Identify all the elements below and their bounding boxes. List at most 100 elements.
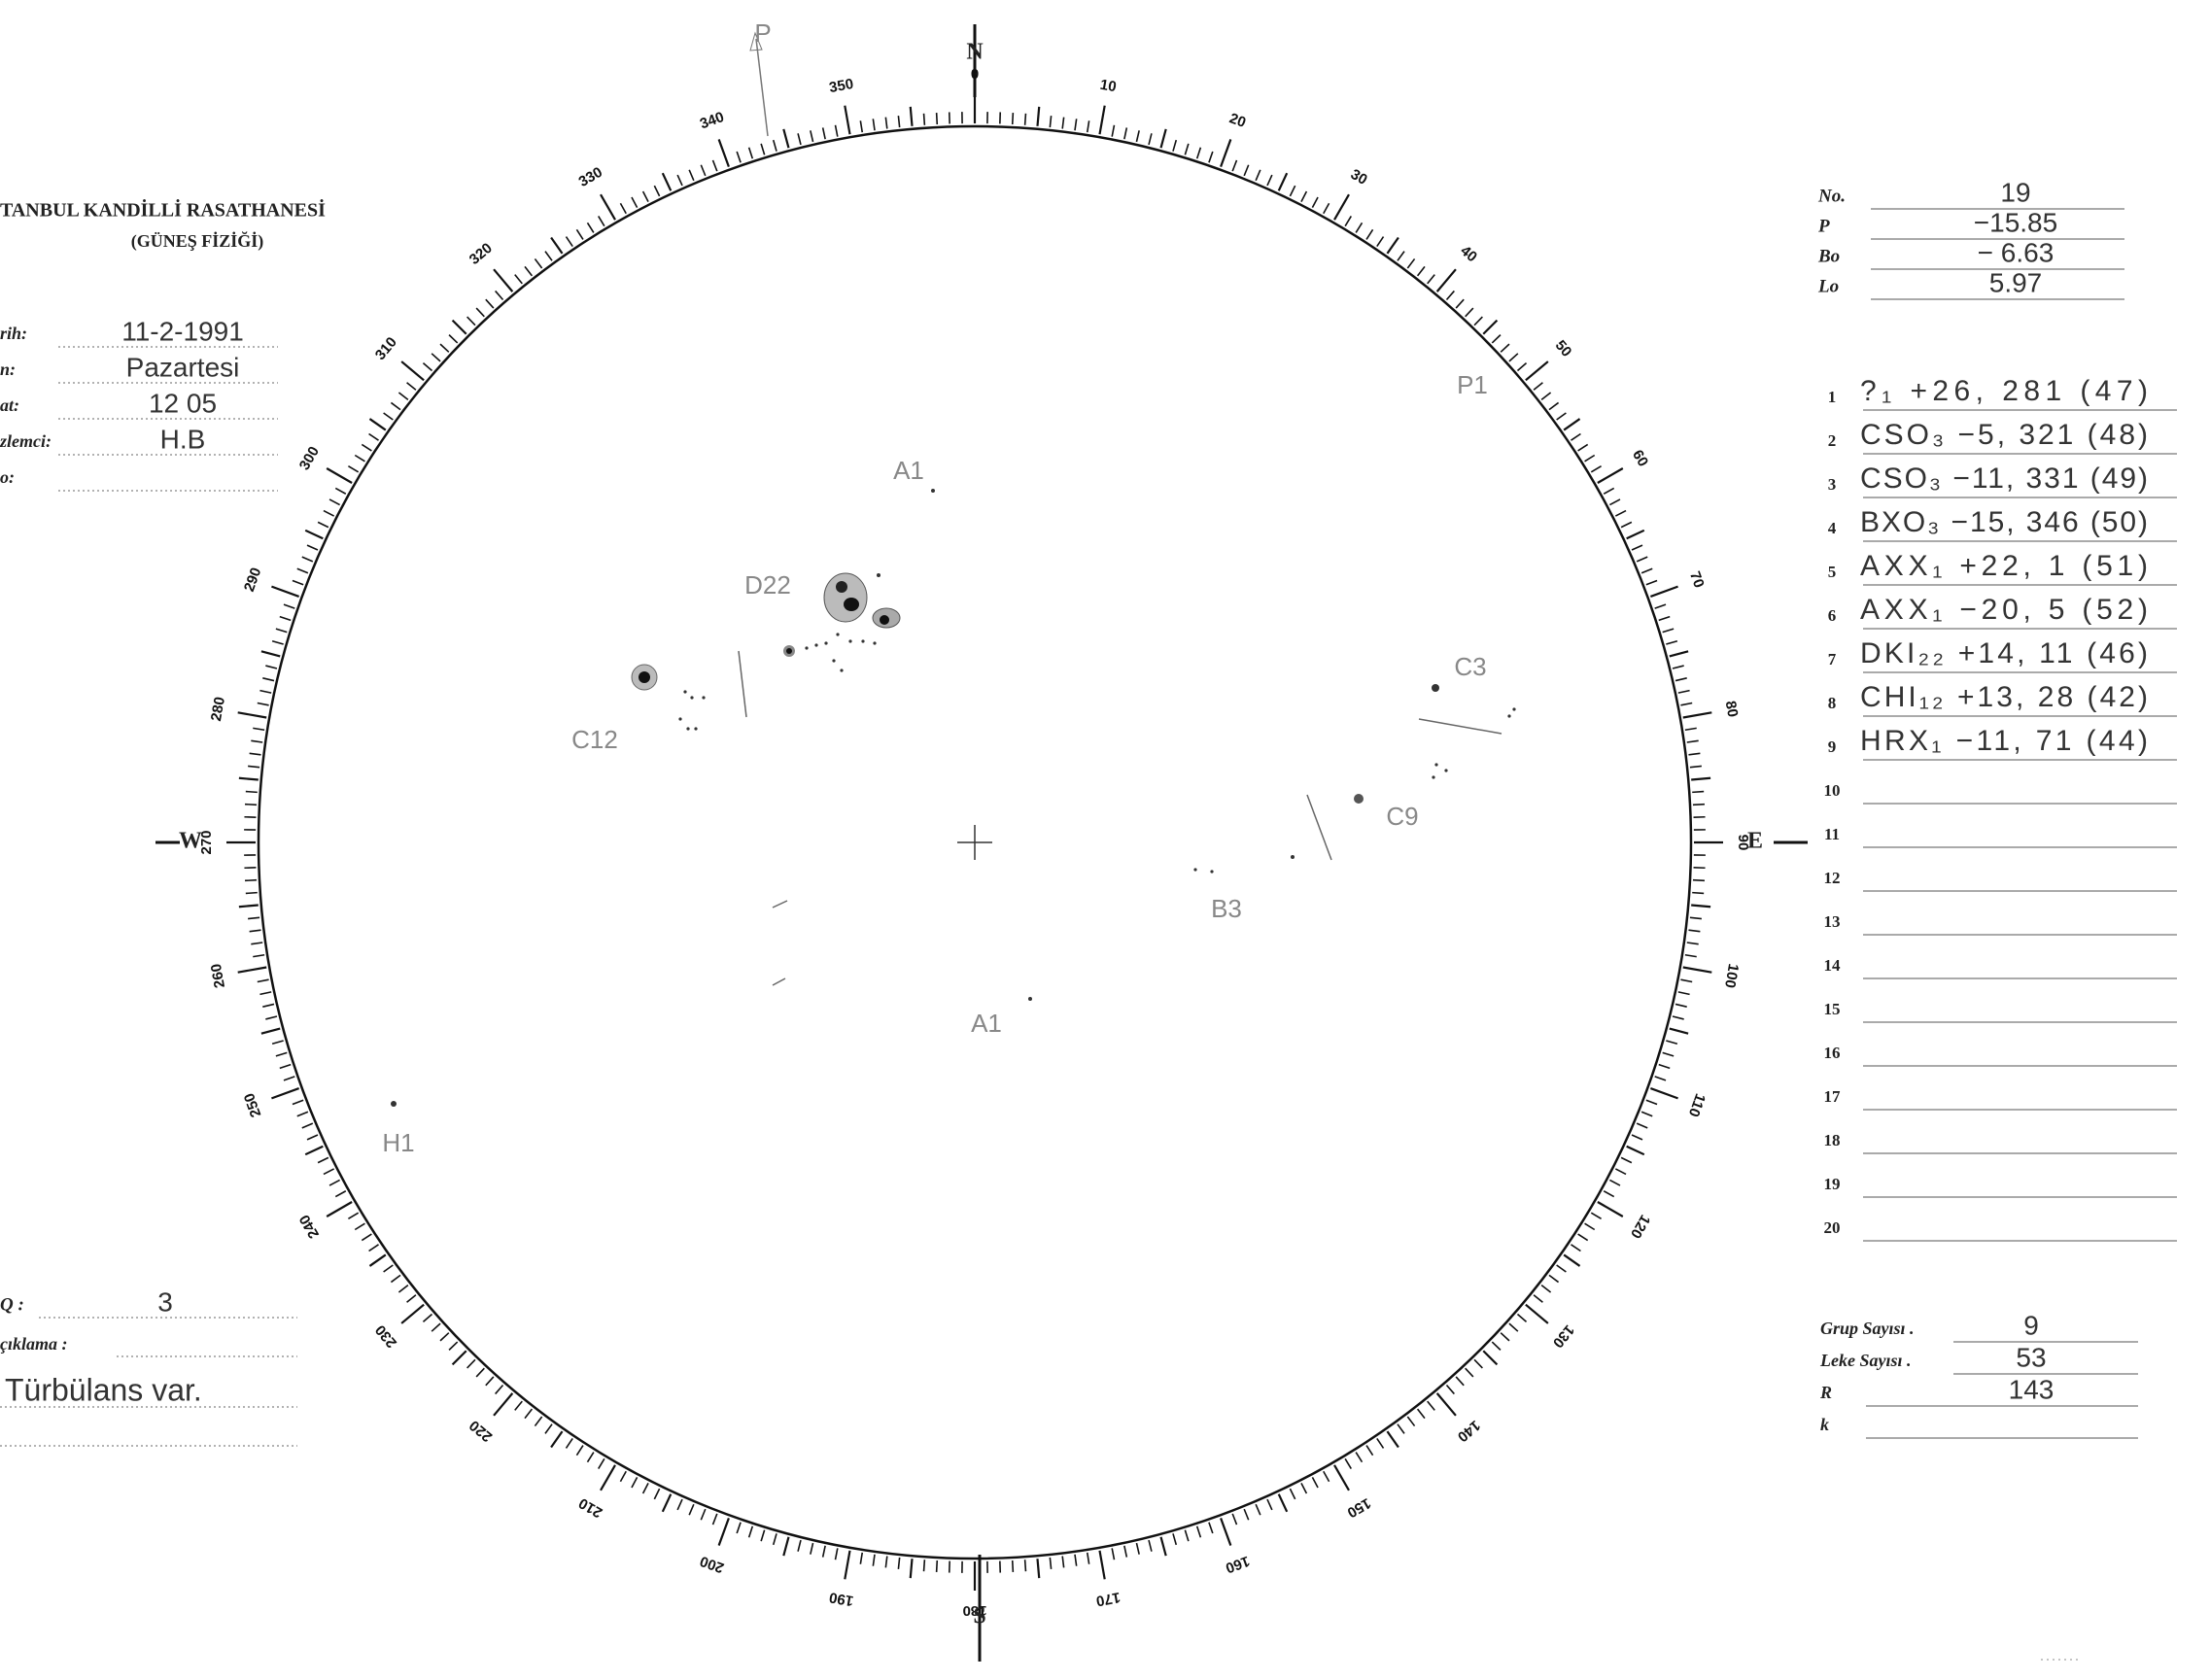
dial-tick: [1344, 215, 1352, 227]
dial-tick: [797, 133, 802, 146]
dial-label: 300: [296, 444, 323, 473]
department: (GÜNEŞ FİZİĞİ): [131, 230, 264, 252]
dial-tick: [1386, 236, 1399, 255]
dial-tick: [368, 418, 387, 431]
dial-tick: [1435, 268, 1457, 292]
dial-tick: [237, 711, 267, 719]
dial-tick: [1500, 1332, 1510, 1342]
dial-tick: [1427, 274, 1435, 285]
disk-label: D22: [744, 570, 791, 600]
dial-label: 200: [698, 1553, 726, 1577]
dial-tick: [1416, 1408, 1426, 1420]
dial-tick: [1691, 776, 1711, 781]
dial-tick: [1123, 1545, 1128, 1558]
dial-tick: [1344, 1457, 1352, 1470]
disk-label: H1: [382, 1128, 414, 1157]
dial-tick: [1289, 1488, 1296, 1500]
parameter-label: P: [1817, 216, 1830, 236]
dial-tick: [328, 498, 340, 506]
dial-tick: [354, 1222, 365, 1231]
dial-tick: [306, 544, 319, 551]
dial-tick: [909, 1559, 914, 1579]
dial-tick: [688, 1503, 695, 1516]
dial-tick: [238, 776, 259, 781]
dial-tick: [275, 1051, 288, 1057]
group-mark: [1418, 718, 1502, 735]
dial-tick: [844, 105, 851, 135]
dial-tick: [1184, 1529, 1190, 1542]
dial-tick: [1300, 190, 1308, 203]
compass-north: N: [966, 40, 984, 65]
row-number: 1: [1828, 388, 1837, 406]
dial-tick: [271, 1087, 300, 1100]
dial-tick: [834, 1548, 839, 1560]
dial-tick: [1184, 143, 1190, 155]
dial-tick: [1049, 116, 1053, 128]
dial-tick: [1376, 236, 1385, 247]
dial-tick: [1688, 752, 1701, 756]
dial-tick: [248, 765, 260, 769]
dial-tick: [245, 891, 258, 895]
parameter-value: 19: [2000, 177, 2030, 207]
row-number: 17: [1824, 1087, 1842, 1106]
solar-disk: [257, 124, 1693, 1560]
dial-tick: [1689, 765, 1702, 769]
dial-tick: [347, 465, 360, 473]
dial-tick: [1620, 521, 1633, 529]
dial-tick: [1677, 991, 1690, 996]
dial-tick: [653, 185, 661, 197]
row-number: 12: [1824, 869, 1841, 887]
dial-label: 250: [241, 1091, 265, 1119]
dial-tick: [1397, 251, 1405, 261]
dial-tick: [575, 1445, 584, 1457]
dial-tick: [1243, 1508, 1250, 1521]
dial-tick: [259, 991, 272, 996]
dial-tick: [1626, 529, 1645, 540]
dial-tick: [1603, 1190, 1615, 1198]
dial-tick: [1658, 1063, 1671, 1070]
dial-tick: [1465, 1367, 1474, 1378]
dial-tick: [872, 1554, 876, 1566]
parameter-label: Bo: [1817, 246, 1840, 266]
dial-tick: [1473, 1358, 1483, 1369]
dial-label: 100: [1721, 962, 1742, 989]
compass-south: S: [973, 1604, 985, 1629]
field-label: rih:: [0, 324, 27, 343]
dial-tick: [406, 1294, 417, 1303]
parameter-label: No.: [1817, 186, 1846, 206]
dial-tick: [586, 1452, 595, 1463]
disk-label: C12: [571, 725, 618, 754]
dial-tick: [641, 190, 649, 203]
group-entry: BXO₃ −15, 346 (50): [1860, 506, 2148, 538]
dial-label: 330: [576, 164, 605, 190]
group-mark: [772, 977, 786, 986]
comment: Türbülans var.: [5, 1372, 202, 1407]
dial-tick: [736, 1522, 742, 1534]
dial-label: 210: [576, 1494, 605, 1521]
dial-tick: [1208, 1522, 1214, 1534]
dial-tick: [1036, 106, 1041, 126]
group-entry: HRX₁ −11, 71 (44): [1860, 725, 2148, 757]
dial-label: 20: [1227, 110, 1248, 131]
dial-tick: [1355, 1452, 1364, 1463]
dial-tick: [1473, 316, 1483, 326]
dial-tick: [810, 130, 814, 143]
field-value: Pazartesi: [126, 352, 240, 382]
dial-tick: [1011, 1560, 1015, 1573]
dial-tick: [253, 953, 265, 958]
dial-tick: [448, 1341, 459, 1351]
dial-tick: [1333, 1464, 1350, 1491]
dial-label: 0: [971, 66, 979, 83]
dial-tick: [884, 117, 888, 129]
dial-tick: [772, 1533, 777, 1546]
group-entry: DKI₂₂ +14, 11 (46): [1860, 637, 2148, 669]
dial-tick: [1135, 130, 1140, 143]
dial-tick: [1584, 1222, 1596, 1231]
summary-label: Grup Sayısı .: [1820, 1319, 1915, 1338]
dial-tick: [797, 1539, 802, 1552]
row-number: 19: [1824, 1175, 1841, 1193]
dial-tick: [586, 222, 595, 233]
dial-tick: [1675, 677, 1687, 682]
dial-tick: [1584, 454, 1596, 463]
dial-tick: [514, 1400, 523, 1411]
